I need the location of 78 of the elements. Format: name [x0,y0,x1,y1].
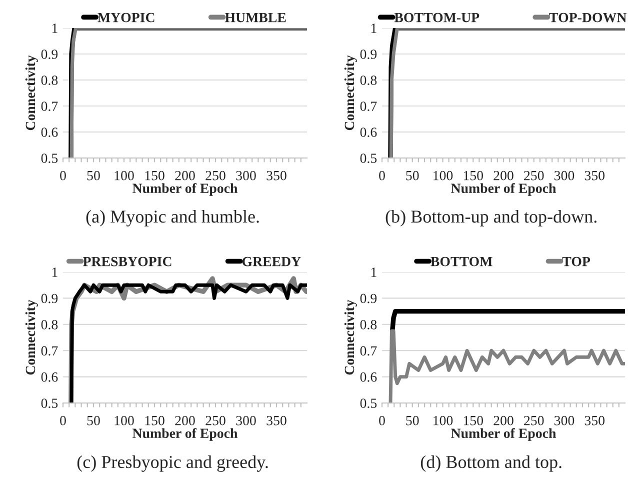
legend-label: TOP [562,256,590,266]
x-tick-label: 200 [494,170,514,180]
legend-label: BOTTOM [430,256,492,266]
y-tick-label: 0.8 [41,76,58,86]
x-tick-label: 250 [206,170,226,180]
y-tick-label: 0.9 [41,50,58,60]
y-tick-label: 0.6 [360,372,377,382]
line-series [388,329,625,403]
x-tick-label: 300 [554,170,574,180]
y-tick-label: 0.8 [360,320,377,330]
text: (d) Bottom and top. [420,455,562,472]
text: (a) Myopic and humble. [86,210,259,226]
y-tick-label: 1 [371,24,376,33]
y-tick-label: 1 [52,24,58,33]
y-tick-label: 1 [371,268,376,277]
y-tick-label: 0.6 [41,128,58,138]
y-axis-title: Connectivity [344,300,357,375]
y-tick-label: 0.5 [360,154,377,164]
y-tick-label: 0.8 [41,320,58,330]
y-axis-title: Connectivity [25,300,38,375]
y-tick-label: 0.7 [360,346,377,356]
x-tick-label: 50 [87,170,100,180]
x-tick-label: 50 [406,170,419,180]
x-tick-label: 0 [379,416,385,426]
text: (c) Presbyopic and greedy. [77,455,268,472]
x-tick-label: 0 [60,170,66,180]
x-tick-label: 300 [236,416,256,426]
x-axis-title: Number of Epoch [132,428,238,441]
y-tick-label: 0.5 [41,154,58,164]
x-tick-label: 200 [494,416,514,426]
x-tick-label: 150 [464,416,484,426]
x-axis-title: Number of Epoch [132,183,238,196]
legend-label: GREEDY [242,256,301,266]
legend-label: TOP-DOWN [549,12,627,22]
x-tick-label: 50 [406,416,419,426]
legend-label: MYOPIC [98,12,154,22]
x-tick-label: 200 [175,416,195,426]
x-tick-label: 150 [145,170,164,180]
legend-label: PRESBYOPIC [82,256,172,266]
y-tick-label: 0.6 [360,128,377,138]
x-tick-label: 300 [236,170,256,180]
x-tick-label: 100 [114,416,134,426]
line-series [70,28,307,158]
x-tick-label: 200 [175,170,195,180]
x-tick-label: 250 [524,416,544,426]
y-tick-label: 1 [52,268,58,277]
x-tick-label: 350 [266,416,286,426]
x-tick-label: 250 [206,416,226,426]
legend-label: BOTTOM-UP [394,12,480,22]
x-tick-label: 150 [145,416,164,426]
x-tick-label: 300 [554,416,574,426]
x-tick-label: 100 [434,416,453,426]
y-tick-label: 0.7 [360,102,377,112]
y-axis-title: Connectivity [25,55,38,130]
x-tick-label: 150 [464,170,484,180]
x-axis-title: Number of Epoch [451,428,556,441]
x-tick-label: 100 [114,170,134,180]
legend-label: HUMBLE [224,12,286,22]
x-axis-title: Number of Epoch [451,183,556,196]
x-tick-label: 50 [87,416,100,426]
y-tick-label: 0.9 [360,294,377,304]
x-tick-label: 100 [434,170,453,180]
x-tick-label: 350 [584,170,605,180]
y-tick-label: 0.9 [41,294,58,304]
y-tick-label: 0.5 [41,398,58,408]
x-tick-label: 250 [524,170,544,180]
y-axis-title: Connectivity [344,55,357,130]
x-tick-label: 350 [266,170,286,180]
x-tick-label: 350 [584,416,605,426]
y-tick-label: 0.6 [41,372,58,382]
text: (b) Bottom-up and top-down. [386,210,596,226]
y-tick-label: 0.5 [360,398,377,408]
x-tick-label: 0 [379,170,385,180]
x-tick-label: 0 [60,416,66,426]
y-tick-label: 0.7 [41,102,58,112]
y-tick-label: 0.7 [41,346,58,356]
y-tick-label: 0.8 [360,76,377,86]
y-tick-label: 0.9 [360,50,377,60]
